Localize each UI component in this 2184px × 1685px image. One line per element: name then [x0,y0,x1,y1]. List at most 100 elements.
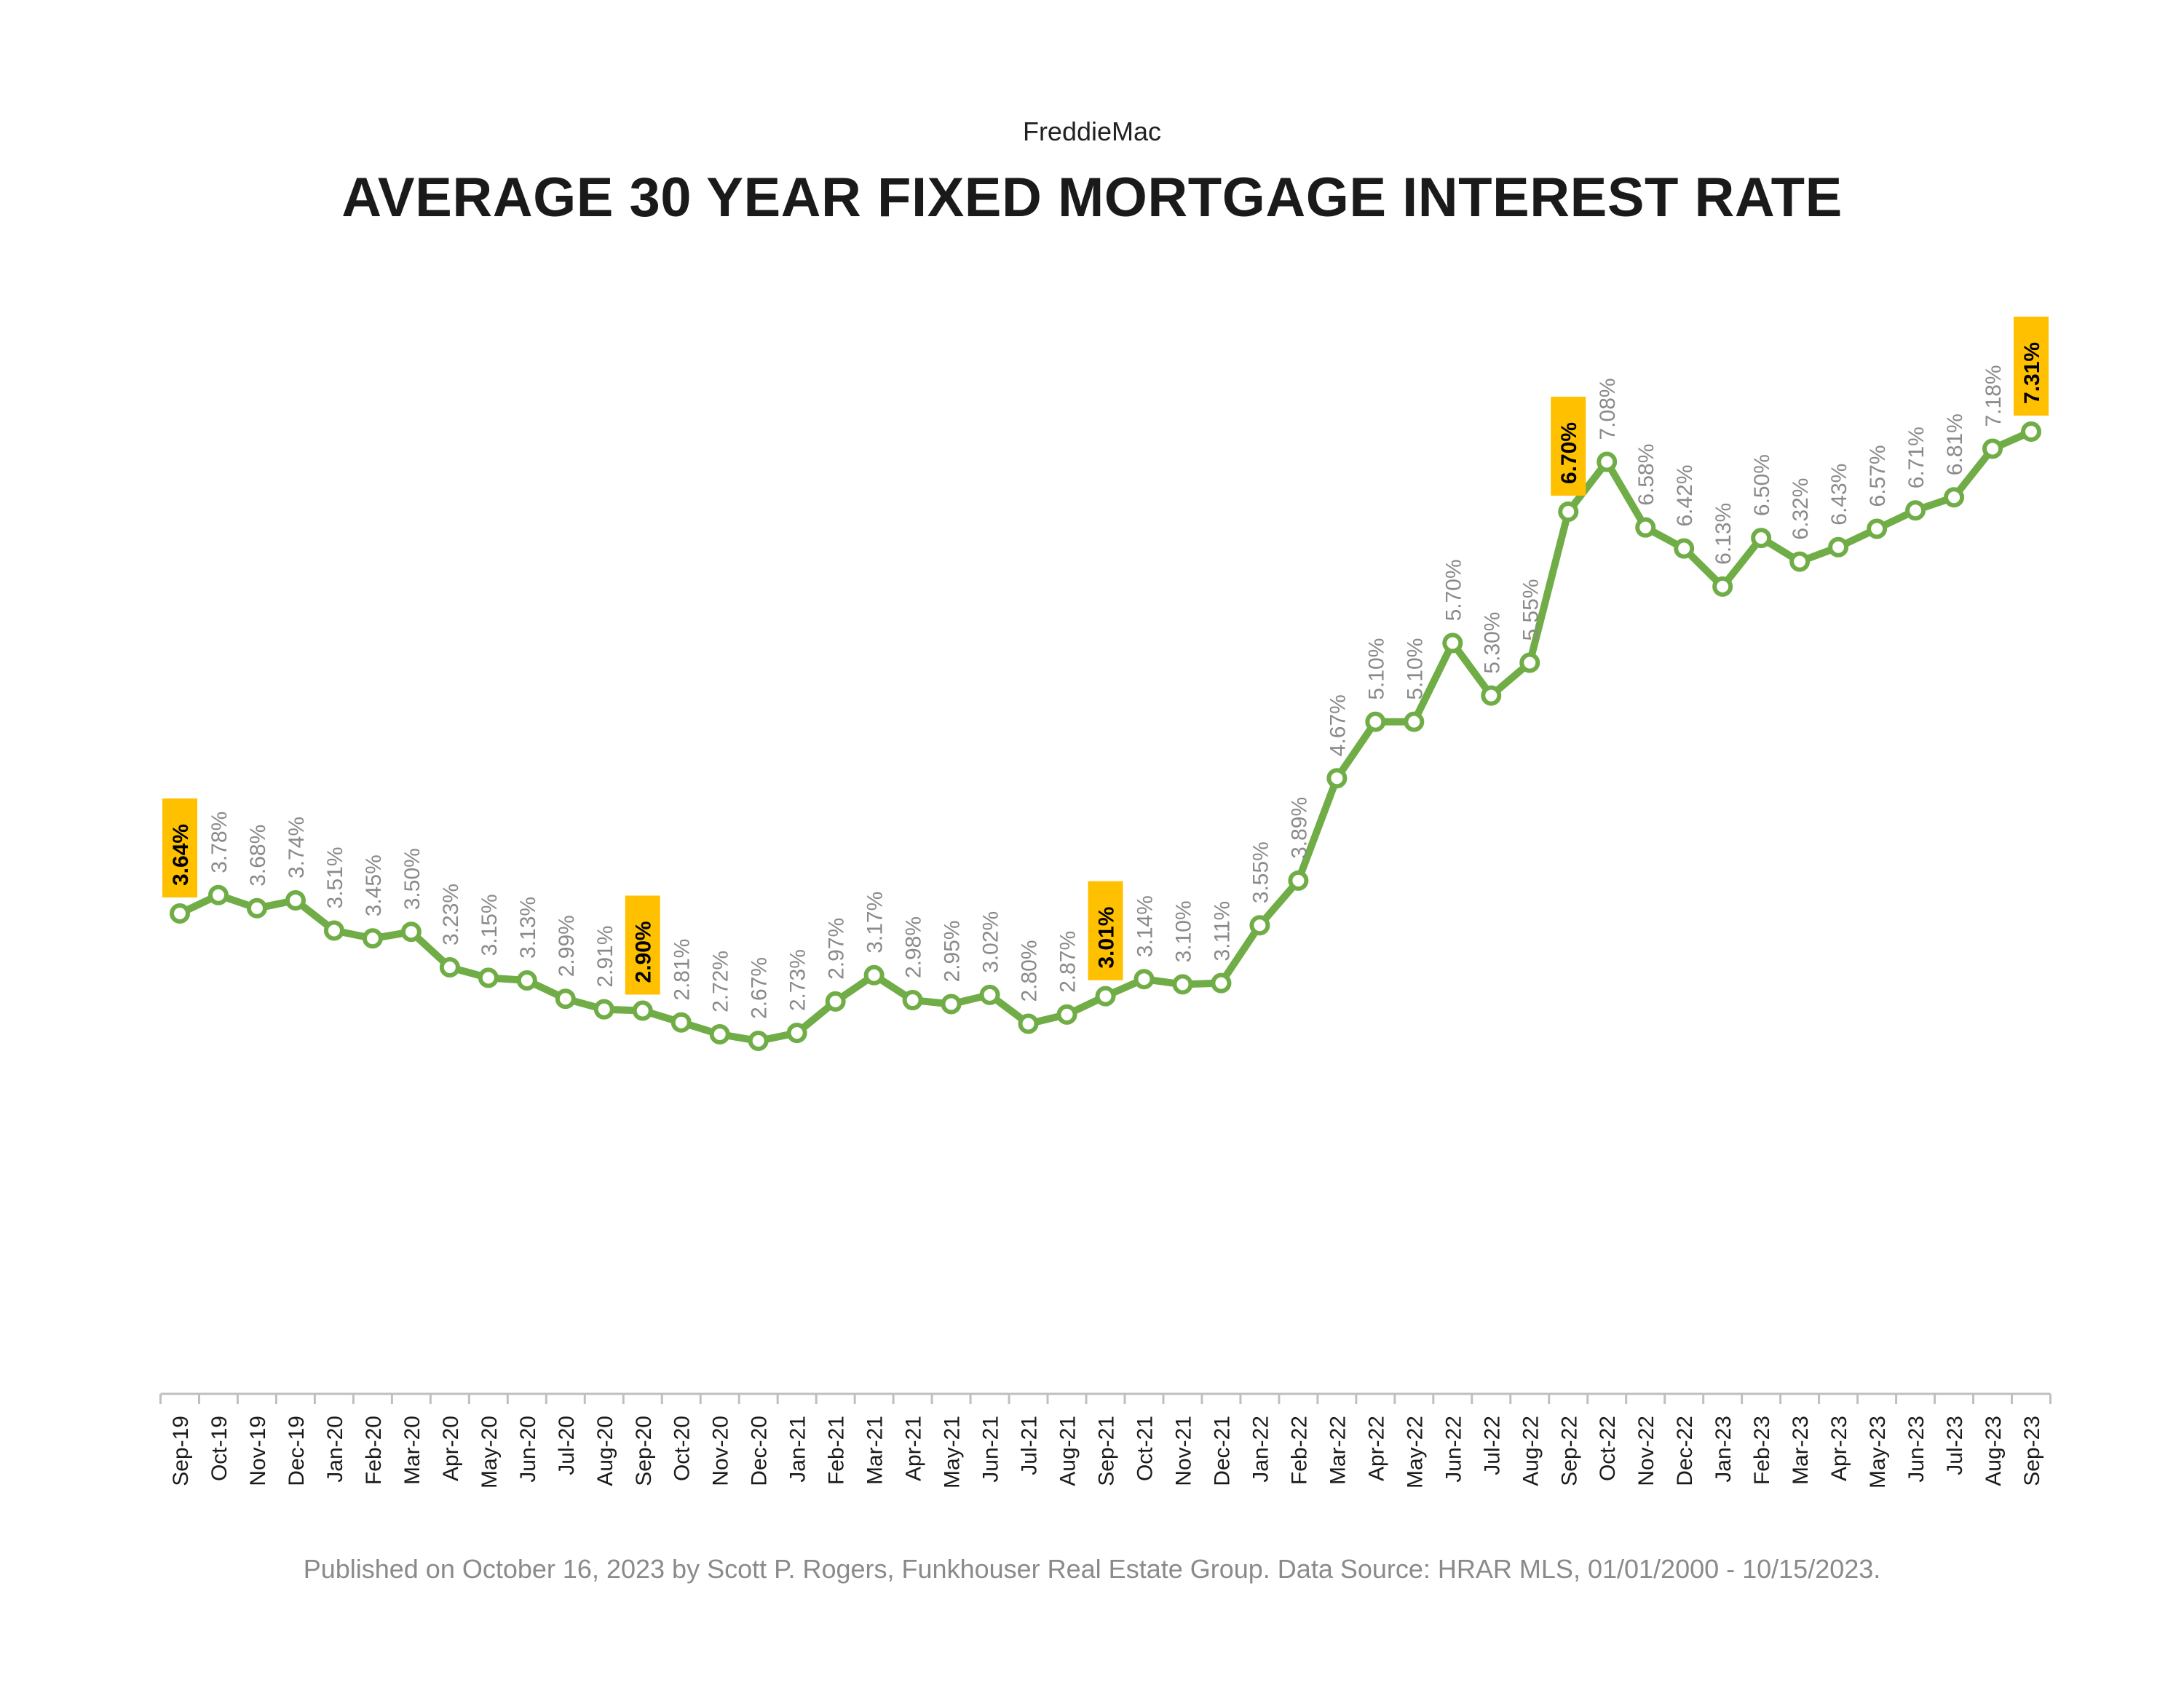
data-point [285,889,306,911]
data-point [362,928,383,949]
data-label: 7.18% [1982,365,2006,427]
x-tick-label: Aug-21 [1056,1416,1080,1486]
x-tick-label: Apr-23 [1827,1416,1851,1481]
data-label-highlighted: 7.31% [2020,342,2044,404]
x-tick-label: Sep-23 [2020,1416,2044,1486]
data-point [1982,438,2003,459]
data-point [323,920,344,941]
data-label: 2.72% [709,951,733,1012]
data-label: 3.13% [516,897,540,959]
data-point [400,921,422,943]
data-label: 7.08% [1596,378,1620,440]
data-label: 3.14% [1133,895,1157,957]
x-tick-label: Sep-22 [1557,1416,1581,1486]
data-label: 6.32% [1789,477,1813,539]
data-point [1635,517,1656,538]
x-tick-label: May-20 [478,1416,502,1488]
data-label: 5.70% [1441,559,1465,621]
data-label: 2.73% [786,949,810,1011]
x-tick-label: Oct-20 [670,1416,695,1481]
x-tick-label: Dec-20 [748,1416,772,1486]
data-label-highlighted: 3.64% [169,824,193,886]
chart-source-label: FreddieMac [1022,116,1162,146]
x-tick-label: Jun-23 [1904,1416,1928,1483]
x-tick-label: Jul-23 [1943,1416,1967,1475]
data-point [632,1000,653,1021]
data-label: 2.80% [1018,940,1042,1002]
x-tick-label: Nov-19 [246,1416,270,1486]
data-label: 6.57% [1866,445,1890,507]
data-point [941,994,962,1015]
x-tick-label: Apr-22 [1364,1416,1388,1481]
highlight-badge [1088,881,1123,980]
data-label: 3.23% [439,884,463,945]
x-tick-label: Feb-20 [362,1416,386,1485]
highlight-badge [625,895,660,995]
x-tick-label: May-22 [1403,1416,1427,1488]
x-tick-label: Jan-23 [1712,1416,1736,1483]
data-point [246,897,267,919]
x-tick-label: Jun-21 [979,1416,1003,1483]
data-point [1326,768,1348,789]
data-label: 2.87% [1056,931,1080,993]
x-tick-label: Feb-21 [825,1416,849,1485]
x-tick-label: Jul-22 [1480,1416,1504,1475]
data-point [1211,972,1232,994]
data-label: 5.10% [1364,638,1388,700]
data-label: 3.50% [400,848,424,910]
data-label: 2.95% [941,920,965,982]
x-tick-label: Sep-20 [632,1416,656,1486]
highlight-badge [2014,317,2049,416]
data-point [1597,451,1618,472]
x-tick-label: Jul-20 [555,1416,579,1475]
data-point [1674,538,1695,559]
data-point [1481,685,1502,706]
x-axis-ticks [159,1394,2052,1404]
x-tick-label: Aug-23 [1982,1416,2006,1486]
data-point [439,956,460,978]
data-label: 3.17% [863,892,887,953]
data-point [1944,487,1965,508]
x-tick-label: Oct-21 [1133,1416,1157,1481]
data-point [1288,870,1309,891]
data-point [670,1012,692,1033]
data-point [825,991,846,1012]
x-tick-label: Nov-21 [1171,1416,1195,1486]
data-point [979,984,1000,1005]
data-label: 6.58% [1634,444,1658,506]
data-point [1519,652,1540,673]
data-label: 6.50% [1750,454,1774,516]
data-point [516,970,537,991]
x-tick-label: May-23 [1866,1416,1890,1488]
data-label: 3.11% [1210,901,1234,962]
highlight-badge [1551,397,1586,496]
data-point [1712,576,1733,597]
data-labels: 3.64% 3.78% 3.68% 3.74% 3.51% 3.45% 3.50% 3.23%… [162,317,2049,1019]
x-tick-label: Apr-20 [439,1416,463,1481]
data-label: 3.15% [478,894,502,956]
data-label: 3.10% [1171,900,1195,962]
data-point [593,999,614,1020]
data-point [1442,633,1463,654]
x-tick-label: Feb-23 [1750,1416,1774,1485]
data-point [1249,915,1270,936]
data-label: 6.43% [1827,464,1851,526]
data-label: 4.67% [1326,694,1350,756]
data-points [170,421,2041,1051]
data-label: 6.81% [1943,413,1967,475]
x-tick-label: Dec-22 [1673,1416,1697,1486]
data-point [555,988,576,1010]
data-label: 5.55% [1519,579,1543,641]
x-tick-label: Feb-22 [1287,1416,1311,1485]
data-point [1828,536,1849,558]
highlight-badge [162,798,197,897]
data-point [1133,969,1155,990]
data-point [207,884,229,905]
data-label: 3.55% [1249,841,1273,903]
data-point [786,1023,807,1044]
data-point [1867,518,1888,539]
x-tick-label: Jun-22 [1441,1416,1465,1483]
data-point [478,967,499,988]
x-tick-label: Mar-22 [1326,1416,1350,1485]
